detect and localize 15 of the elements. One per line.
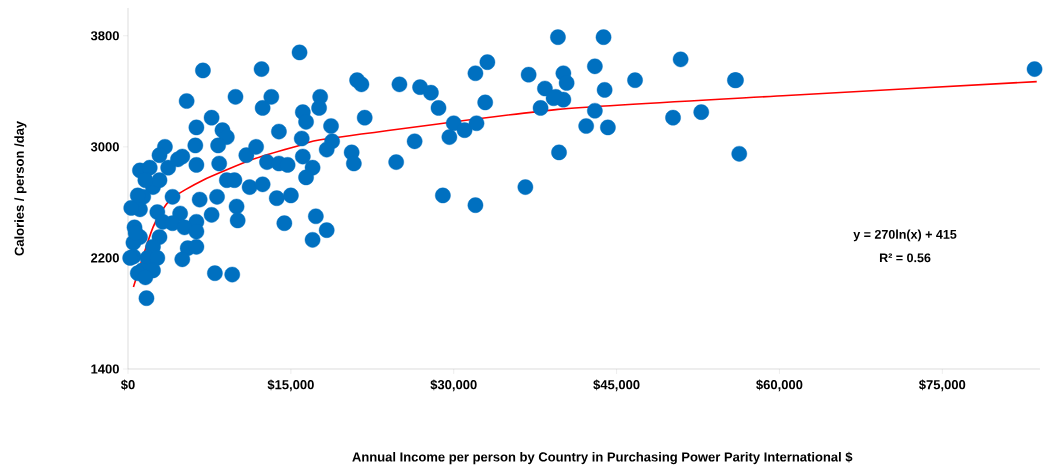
x-tick-label: $60,000: [756, 379, 803, 392]
y-tick-label: 2200: [91, 253, 119, 263]
y-tick-label: 3800: [90, 31, 119, 41]
x-tick-label: $45,000: [593, 379, 640, 392]
y-tick-label: 1400: [91, 364, 119, 374]
x-tick-label: $15,000: [267, 379, 314, 392]
x-tick-label: $75,000: [918, 379, 966, 392]
x-tick-label: $30,000: [430, 379, 477, 392]
annotation: R² = 0.56: [879, 253, 931, 263]
x-tick-label: $0: [120, 379, 135, 391]
y-tick-label: 3000: [90, 142, 119, 152]
x-axis-title: Annual Income per person by Country in Purchasing Power Parity International $: [352, 451, 853, 465]
y-axis-title: Calories / person /day: [14, 121, 27, 256]
annotation: y = 270ln(x) + 415: [853, 229, 957, 242]
line-series: [132, 80, 1038, 288]
